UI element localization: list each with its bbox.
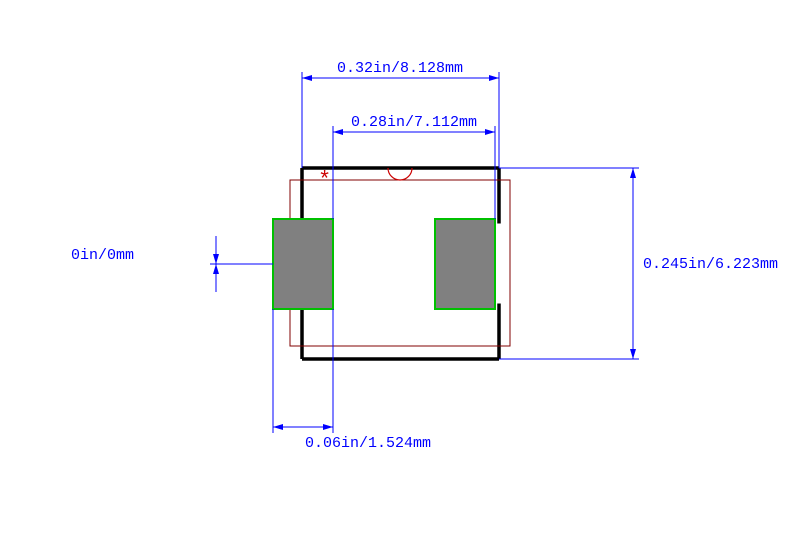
dim-label-left: 0in/0mm: [71, 247, 134, 264]
dim-label-top1: 0.32in/8.128mm: [337, 60, 463, 77]
pad-1: [273, 219, 333, 309]
dim-label-right: 0.245in/6.223mm: [643, 256, 778, 273]
pin1-marker: *: [318, 168, 331, 193]
dim-label-top2: 0.28in/7.112mm: [351, 114, 477, 131]
pad-2: [435, 219, 495, 309]
dim-label-bottom: 0.06in/1.524mm: [305, 435, 431, 452]
